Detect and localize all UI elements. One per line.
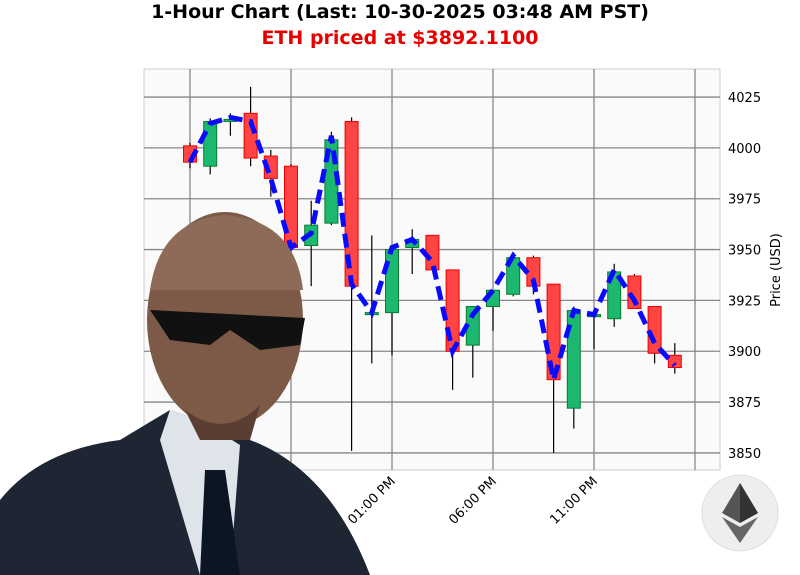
y-tick-label: 4025 bbox=[728, 91, 761, 106]
y-tick-label: 4000 bbox=[728, 142, 761, 157]
y-tick-label: 3950 bbox=[728, 244, 761, 259]
candle-body bbox=[627, 275, 642, 310]
chart-subtitle: ETH priced at $3892.1100 bbox=[261, 27, 539, 49]
x-tick-label: 06:00 PM bbox=[446, 474, 499, 527]
candle-body bbox=[203, 120, 218, 167]
candle-body bbox=[385, 249, 399, 314]
y-tick-label: 3900 bbox=[728, 345, 761, 360]
agent-portrait bbox=[0, 212, 370, 575]
x-tick-label: 01:00 PM bbox=[345, 474, 398, 527]
y-tick-label: 3975 bbox=[728, 193, 761, 208]
x-tick-label: 11:00 PM bbox=[547, 474, 600, 527]
y-tick-label: 3925 bbox=[728, 294, 761, 309]
chart-title: 1-Hour Chart (Last: 10-30-2025 03:48 AM … bbox=[151, 1, 649, 23]
candle-body bbox=[667, 354, 682, 369]
trend-line bbox=[187, 114, 677, 381]
candle-body bbox=[546, 283, 561, 381]
y-tick-label: 3875 bbox=[728, 396, 761, 411]
y-tick-label: 3850 bbox=[728, 447, 761, 462]
y-axis-label: Price (USD) bbox=[769, 233, 784, 307]
candle-body bbox=[425, 234, 440, 271]
candle-body bbox=[284, 165, 298, 249]
eth-logo bbox=[701, 474, 779, 552]
